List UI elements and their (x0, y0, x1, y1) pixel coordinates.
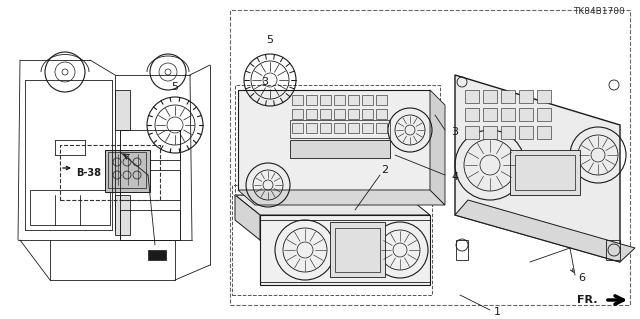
Bar (606, 240, 620, 260)
Bar (537, 108, 551, 121)
Bar (456, 240, 468, 260)
Bar (510, 150, 580, 195)
Text: 5: 5 (172, 82, 179, 92)
Bar (115, 195, 130, 235)
Bar (519, 90, 533, 103)
Bar (362, 109, 373, 119)
Bar (537, 90, 551, 103)
Bar (148, 250, 166, 260)
Bar (362, 123, 373, 133)
Polygon shape (238, 90, 430, 190)
Text: TK84B1700: TK84B1700 (573, 8, 625, 17)
Bar (105, 150, 150, 192)
Bar (483, 90, 497, 103)
Bar (115, 90, 130, 130)
Text: FR.: FR. (577, 295, 598, 305)
Polygon shape (260, 215, 430, 285)
Polygon shape (430, 90, 445, 205)
Bar (465, 126, 479, 139)
Bar (465, 90, 479, 103)
Bar (483, 108, 497, 121)
Bar (230, 10, 630, 305)
Bar (60, 145, 160, 200)
Bar (320, 95, 331, 105)
Bar (334, 109, 345, 119)
Bar (376, 123, 387, 133)
Bar (330, 222, 385, 277)
Bar (519, 126, 533, 139)
Bar (376, 109, 387, 119)
Polygon shape (455, 75, 620, 262)
Bar (348, 123, 359, 133)
Bar (30, 190, 110, 225)
Text: 6: 6 (578, 273, 585, 283)
Bar (290, 140, 390, 158)
Text: 3: 3 (262, 77, 269, 87)
Bar (120, 170, 180, 200)
Bar (292, 123, 303, 133)
Text: 5: 5 (266, 35, 273, 45)
Bar (334, 123, 345, 133)
Polygon shape (235, 195, 260, 240)
Bar (120, 210, 180, 240)
Bar (348, 109, 359, 119)
Bar (306, 123, 317, 133)
Bar (483, 126, 497, 139)
Bar (232, 185, 432, 295)
Bar (120, 130, 180, 160)
Bar (108, 152, 146, 188)
Bar (515, 155, 575, 190)
Bar (235, 85, 440, 195)
Bar (501, 90, 515, 103)
Text: B-38: B-38 (76, 168, 101, 178)
Bar (501, 108, 515, 121)
Bar (292, 95, 303, 105)
Bar (362, 95, 373, 105)
Bar (334, 95, 345, 105)
Bar (335, 228, 380, 272)
Bar (348, 95, 359, 105)
Text: 2: 2 (381, 165, 388, 175)
Bar (290, 120, 390, 138)
Bar (537, 126, 551, 139)
Text: 1: 1 (494, 307, 501, 317)
Bar (465, 108, 479, 121)
Bar (306, 95, 317, 105)
Polygon shape (455, 200, 635, 262)
Text: 4: 4 (451, 172, 458, 182)
Polygon shape (235, 195, 430, 215)
Bar (519, 108, 533, 121)
Bar (292, 109, 303, 119)
Bar (376, 95, 387, 105)
Text: 3: 3 (451, 127, 458, 137)
Bar (501, 126, 515, 139)
Polygon shape (238, 190, 445, 205)
Bar (320, 109, 331, 119)
Bar (306, 109, 317, 119)
Bar (320, 123, 331, 133)
